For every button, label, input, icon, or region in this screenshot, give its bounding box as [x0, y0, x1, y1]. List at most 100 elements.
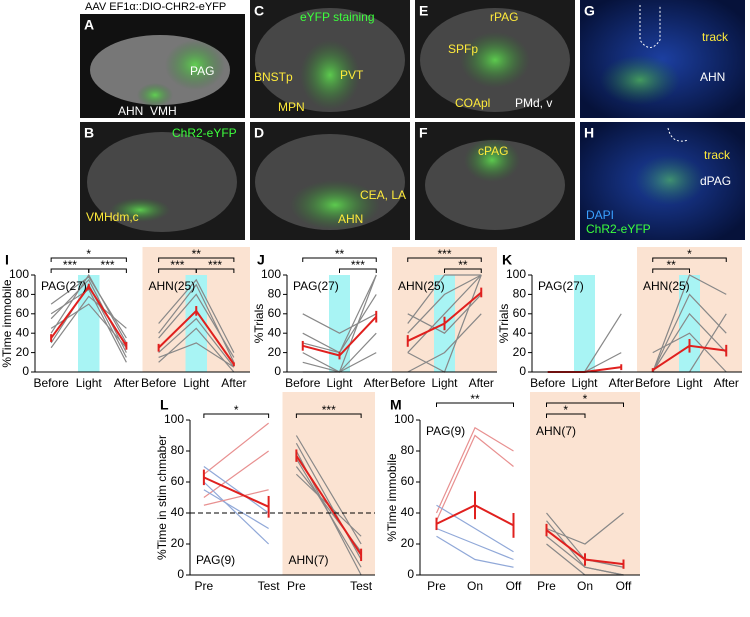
y-tick-label: 80: [513, 287, 527, 301]
individual-line: [158, 317, 235, 368]
y-axis-label: %Time immobile: [0, 279, 14, 368]
significance-label: *: [583, 392, 588, 406]
individual-line: [436, 535, 514, 568]
y-tick-label: 40: [171, 505, 185, 519]
y-tick-label: 40: [401, 505, 415, 519]
region-label: MPN: [278, 100, 305, 114]
y-tick-label: 100: [506, 267, 526, 281]
significance-bracket: [302, 257, 377, 262]
x-tick-label: Before: [390, 376, 426, 390]
panel-letter: I: [5, 252, 9, 268]
individual-line: [158, 278, 235, 353]
y-tick-label: 40: [513, 325, 527, 339]
y-tick-label: 0: [177, 567, 184, 581]
significance-bracket: [339, 268, 377, 273]
group-label: AHN(25): [643, 279, 690, 293]
header: AAV EF1α::DIO-CHR2-eYFP: [85, 1, 226, 13]
x-tick-label: After: [609, 376, 634, 390]
track-label: track: [702, 30, 729, 44]
y-axis-label: %Trials: [252, 304, 266, 344]
group-background: [530, 392, 640, 575]
individual-line: [158, 342, 235, 368]
significance-bracket: [195, 268, 235, 273]
group-label: AHN(7): [536, 424, 576, 438]
significance-label: ***: [63, 258, 77, 272]
region-label: PVT: [340, 68, 364, 82]
significance-label: ***: [351, 258, 365, 272]
vmh-region: [137, 83, 173, 107]
y-tick-label: 60: [268, 306, 282, 320]
individual-line: [407, 274, 482, 324]
significance-label: ***: [208, 258, 222, 272]
x-tick-label: Pre: [537, 579, 556, 593]
stain-label: eYFP staining: [300, 10, 375, 24]
region-label: VMHdm,c: [86, 210, 139, 224]
light-band: [329, 275, 350, 372]
individual-line: [50, 273, 127, 344]
individual-line: [203, 489, 269, 530]
significance-label: **: [458, 258, 468, 272]
y-tick-label: 80: [16, 287, 30, 301]
x-tick-label: Before: [285, 376, 321, 390]
chart-k: Before Light After PAG(27) Before Light After A…: [497, 247, 742, 390]
x-tick-label: After: [469, 376, 494, 390]
individual-line: [435, 426, 514, 514]
y-axis-label: %Trials: [497, 304, 511, 344]
individual-line: [203, 489, 269, 506]
individual-line: [203, 422, 269, 475]
individual-line: [652, 312, 727, 373]
individual-line: [158, 293, 235, 358]
group-background: [282, 392, 375, 575]
significance-bracket: [444, 268, 482, 273]
region-label: VMH: [150, 104, 177, 118]
legend-label: ChR2-eYFP: [586, 222, 651, 236]
significance-label: **: [470, 392, 480, 406]
significance-label: *: [563, 403, 568, 417]
x-tick-label: Light: [76, 376, 103, 390]
y-tick-label: 40: [268, 325, 282, 339]
image-panels: AAV EF1α::DIO-CHR2-eYFP A PAG AHN VMH B …: [80, 0, 745, 240]
individual-line: [436, 527, 514, 561]
stain-label: ChR2-eYFP: [172, 126, 237, 140]
fluorescence: [460, 32, 530, 88]
y-tick-label: 100: [394, 412, 414, 426]
individual-line: [436, 504, 514, 553]
fluorescence: [464, 138, 520, 182]
individual-line: [50, 276, 127, 339]
x-tick-label: Pre: [427, 579, 446, 593]
significance-label: ***: [322, 403, 336, 417]
region-label: COApl: [455, 96, 490, 110]
panel-letter: A: [84, 17, 94, 33]
group-label: PAG(27): [293, 279, 339, 293]
y-tick-label: 0: [519, 364, 526, 378]
significance-bracket: [50, 257, 127, 262]
significance-bracket: [407, 257, 482, 262]
panel-letter: G: [584, 3, 595, 19]
track-label: track: [704, 148, 731, 162]
individual-line: [435, 434, 514, 521]
region-label: dPAG: [700, 174, 731, 188]
region-label: rPAG: [490, 10, 518, 24]
y-tick-label: 0: [407, 567, 414, 581]
region-label: cPAG: [478, 144, 508, 158]
x-tick-label: Off: [506, 579, 522, 593]
x-tick-label: Light: [183, 376, 210, 390]
group-label: PAG(9): [196, 553, 235, 567]
y-tick-label: 80: [268, 287, 282, 301]
fluorescence: [635, 155, 705, 205]
x-tick-label: Light: [676, 376, 703, 390]
x-tick-label: Light: [326, 376, 353, 390]
significance-bracket: [295, 413, 362, 418]
track-outline: [667, 127, 689, 142]
individual-line: [407, 313, 482, 373]
light-band: [185, 275, 207, 372]
y-tick-label: 20: [513, 345, 527, 359]
significance-label: ***: [437, 247, 451, 261]
y-tick-label: 60: [513, 306, 527, 320]
y-tick-label: 0: [274, 364, 281, 378]
significance-bracket: [158, 257, 235, 262]
x-tick-label: On: [577, 579, 593, 593]
fluorescence: [300, 40, 360, 110]
